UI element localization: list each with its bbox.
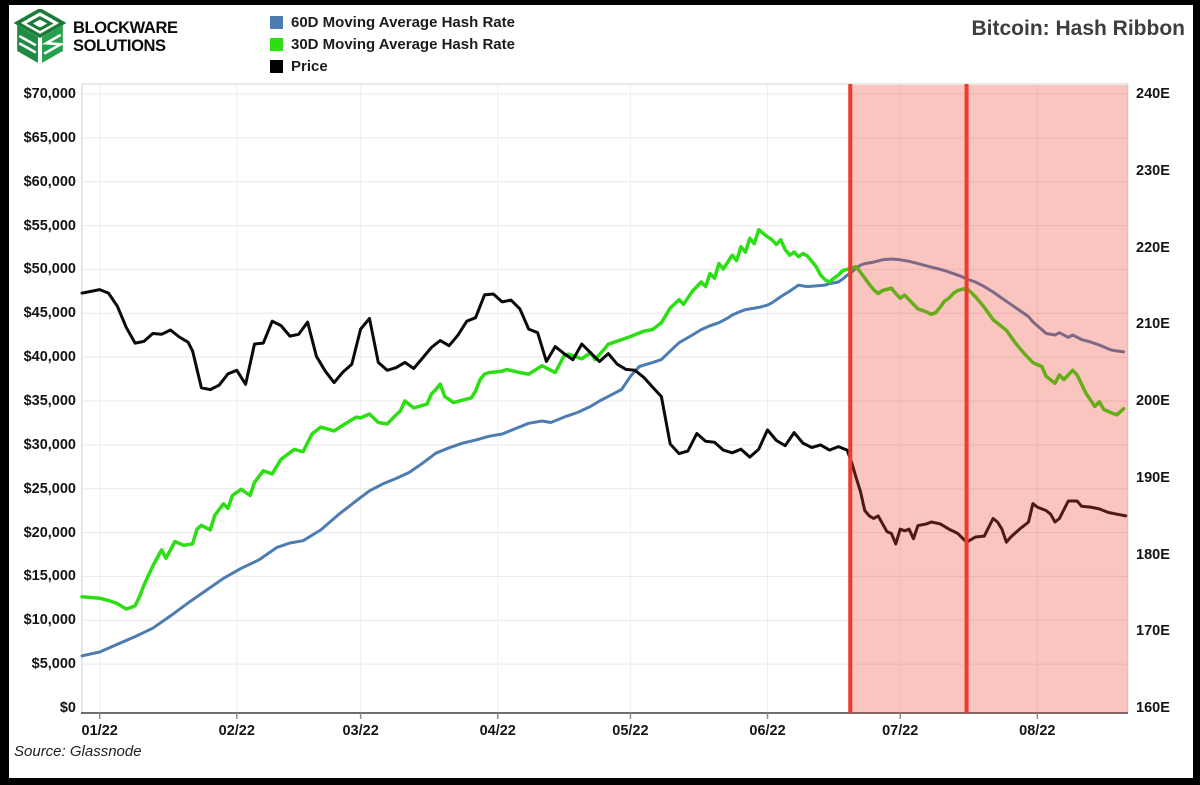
y-right-tick-label: 230E <box>1136 162 1170 179</box>
y-right-tick-label: 160E <box>1136 700 1170 716</box>
y-right-tick-label: 190E <box>1136 469 1170 486</box>
legend-item-30d: 30D Moving Average Hash Rate <box>270 33 515 55</box>
series-60d <box>80 257 1126 658</box>
x-tick-label: 04/22 <box>479 723 516 739</box>
y-left-tick-label: $45,000 <box>23 305 76 322</box>
signal-band <box>850 85 1128 713</box>
y-left-tick-label: $10,000 <box>23 612 76 629</box>
x-tick-label: 08/22 <box>1019 723 1056 739</box>
y-left-tick-label: $15,000 <box>23 568 76 585</box>
logo-text: BLOCKWARE SOLUTIONS <box>73 19 178 55</box>
logo-cube-icon <box>14 9 66 63</box>
y-left-tick-label: $70,000 <box>23 86 76 102</box>
legend: 60D Moving Average Hash Rate 30D Moving … <box>270 11 515 77</box>
y-left-tick-label: $55,000 <box>23 217 76 234</box>
series-30d <box>80 228 1126 611</box>
x-tick-label: 03/22 <box>342 723 379 739</box>
logo-line1: BLOCKWARE <box>73 19 178 37</box>
blockware-logo: BLOCKWARE SOLUTIONS <box>14 9 178 65</box>
y-right-tick-label: 210E <box>1136 316 1170 333</box>
y-right-tick-label: 220E <box>1136 239 1170 256</box>
logo-line2: SOLUTIONS <box>73 37 166 55</box>
y-left-tick-label: $40,000 <box>23 349 76 366</box>
legend-label-60d: 60D Moving Average Hash Rate <box>291 13 515 31</box>
legend-swatch-60d-icon <box>270 15 283 29</box>
legend-label-30d: 30D Moving Average Hash Rate <box>291 35 515 53</box>
plot-area <box>80 83 1129 719</box>
legend-label-price: Price <box>291 57 328 75</box>
y-right-tick-label: 180E <box>1136 546 1170 563</box>
x-tick-label: 01/22 <box>81 723 118 739</box>
y-left-tick-label: $30,000 <box>23 436 76 453</box>
source-note: Source: Glassnode <box>14 743 142 760</box>
y-right-tick-label: 240E <box>1136 86 1170 102</box>
y-left-tick-label: $60,000 <box>23 173 76 190</box>
y-right-tick-label: 200E <box>1136 393 1170 409</box>
legend-item-60d: 60D Moving Average Hash Rate <box>270 11 515 33</box>
legend-swatch-price-icon <box>270 59 283 73</box>
x-tick-label: 05/22 <box>612 723 649 739</box>
y-left-tick-label: $65,000 <box>23 129 76 146</box>
x-tick-label: 06/22 <box>749 723 786 739</box>
y-left-tick-label: $25,000 <box>23 480 76 497</box>
legend-swatch-30d-icon <box>270 37 283 51</box>
y-right-tick-label: 170E <box>1136 623 1170 640</box>
page-title: Bitcoin: Hash Ribbon <box>971 17 1186 40</box>
series-price <box>80 288 1128 546</box>
y-left-tick-label: $50,000 <box>23 261 76 278</box>
y-left-tick-label: $20,000 <box>23 524 76 541</box>
y-left-tick-label: $5,000 <box>31 656 76 673</box>
x-tick-label: 07/22 <box>882 723 919 739</box>
legend-item-price: Price <box>270 55 515 77</box>
y-left-tick-label: $0 <box>59 700 76 716</box>
y-left-tick-label: $35,000 <box>23 393 76 409</box>
x-tick-label: 02/22 <box>218 723 255 739</box>
